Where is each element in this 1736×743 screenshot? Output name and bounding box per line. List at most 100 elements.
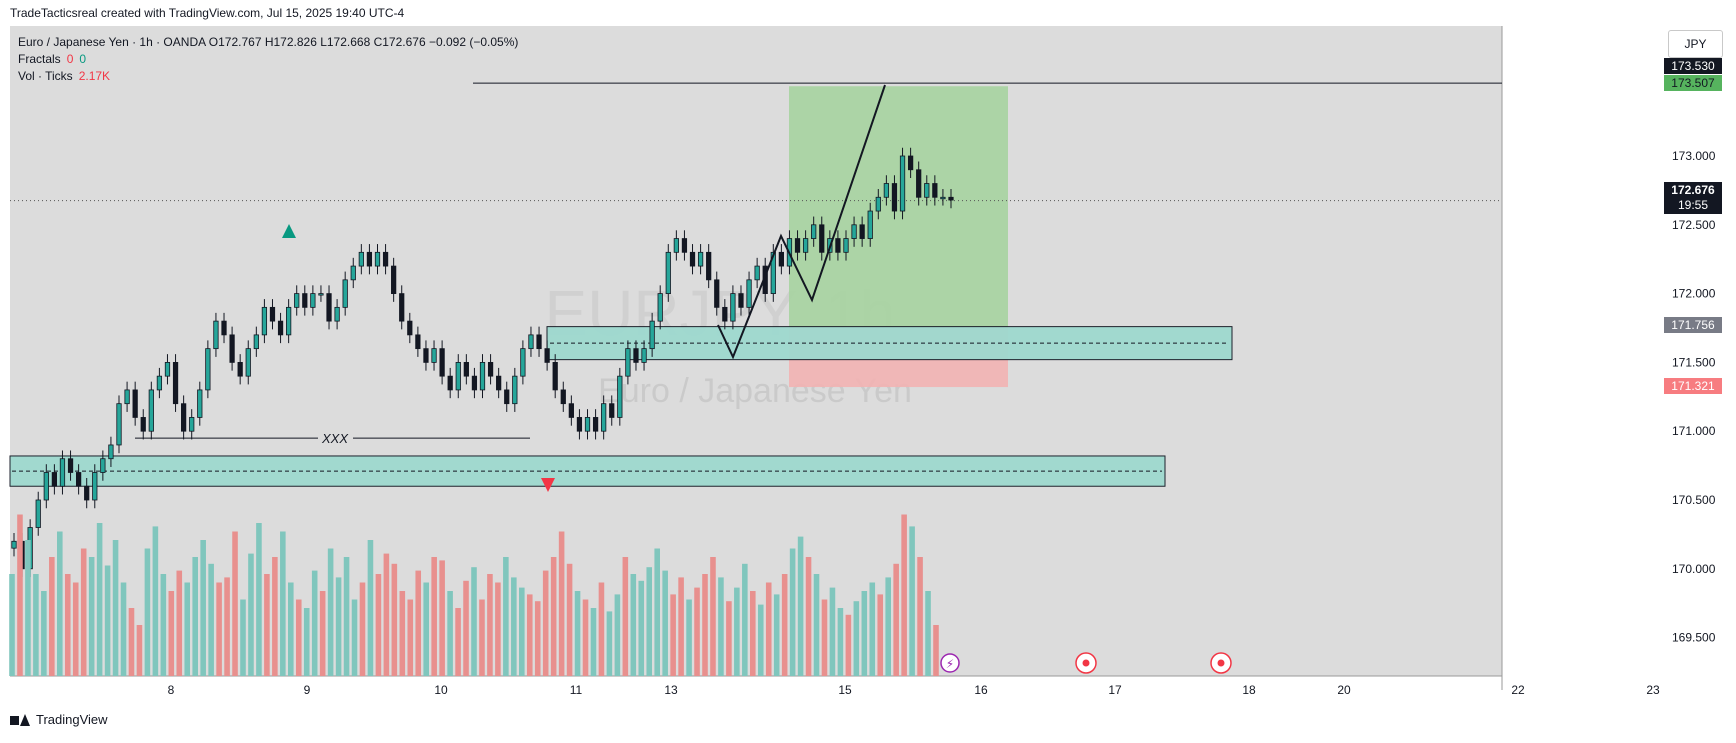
volume-bar[interactable] [582, 599, 589, 677]
price-label-entry[interactable] [1664, 317, 1722, 333]
candle-body[interactable] [294, 293, 300, 308]
volume-bar[interactable] [272, 557, 278, 676]
volume-bar[interactable] [200, 540, 206, 676]
volume-bar[interactable] [503, 557, 509, 676]
legend-symbol-line[interactable]: Euro / Japanese Yen · 1h · OANDA O172.76… [18, 35, 519, 49]
volume-bar[interactable] [335, 577, 342, 676]
volume-bar[interactable] [805, 557, 812, 676]
candle-body[interactable] [326, 293, 332, 322]
candle-body[interactable] [350, 265, 356, 281]
candle-body[interactable] [124, 389, 130, 405]
candle-body[interactable] [253, 334, 259, 350]
candle-body[interactable] [213, 320, 219, 350]
candle-body[interactable] [681, 238, 688, 253]
candle-body[interactable] [601, 403, 607, 432]
volume-bar[interactable] [901, 514, 907, 677]
volume-bar[interactable] [407, 599, 414, 677]
candle-body[interactable] [697, 251, 704, 267]
candle-body[interactable] [625, 348, 631, 377]
volume-bar[interactable] [526, 594, 533, 676]
candle-body[interactable] [415, 334, 421, 350]
volume-bar[interactable] [789, 548, 796, 677]
volume-bar[interactable] [232, 531, 238, 677]
volume-bar[interactable] [216, 582, 222, 677]
candle-body[interactable] [302, 293, 308, 308]
candle-body[interactable] [891, 183, 898, 212]
price-label-last[interactable] [1664, 182, 1722, 214]
candle-body[interactable] [835, 238, 841, 253]
candle-body[interactable] [592, 417, 599, 432]
volume-bar[interactable] [248, 553, 254, 676]
volume-bar[interactable] [423, 582, 429, 677]
price-label-level[interactable] [1664, 58, 1722, 74]
volume-bar[interactable] [909, 526, 915, 676]
candle-body[interactable] [754, 265, 760, 281]
candle-body[interactable] [811, 224, 817, 239]
fractal-down-marker[interactable] [541, 478, 555, 492]
candle-body[interactable] [132, 389, 138, 418]
candle-body[interactable] [116, 403, 122, 446]
volume-bar[interactable] [112, 540, 119, 676]
candle-body[interactable] [391, 265, 397, 294]
volume-bar[interactable] [463, 580, 469, 676]
volume-bar[interactable] [176, 570, 183, 676]
volume-bar[interactable] [574, 591, 581, 676]
candle-body[interactable] [471, 375, 478, 391]
candle-body[interactable] [859, 224, 865, 239]
candle-body[interactable] [738, 293, 744, 308]
candle-body[interactable] [924, 183, 930, 198]
candle-body[interactable] [366, 251, 373, 267]
volume-bar[interactable] [710, 557, 716, 676]
volume-bar[interactable] [837, 608, 844, 676]
candle-body[interactable] [641, 348, 647, 363]
candle-body[interactable] [843, 238, 849, 253]
volume-bar[interactable] [718, 577, 724, 676]
legend-fractals[interactable]: Fractals 0 0 [18, 51, 518, 68]
candle-body[interactable] [407, 320, 413, 336]
volume-bar[interactable] [208, 563, 214, 676]
candle-body[interactable] [334, 306, 340, 322]
candle-body[interactable] [43, 472, 49, 501]
candle-body[interactable] [447, 375, 453, 391]
volume-bar[interactable] [471, 567, 477, 676]
volume-bar[interactable] [765, 582, 772, 677]
candle-body[interactable] [487, 361, 494, 377]
candle-body[interactable] [84, 485, 90, 501]
candle-body[interactable] [108, 444, 114, 460]
volume-bar[interactable] [264, 574, 270, 676]
candle-body[interactable] [948, 196, 954, 201]
volume-bar[interactable] [670, 594, 676, 676]
volume-bar[interactable] [781, 574, 788, 676]
volume-bar[interactable] [33, 574, 39, 676]
candle-body[interactable] [940, 196, 946, 200]
candle-body[interactable] [229, 334, 235, 363]
volume-bar[interactable] [152, 526, 159, 676]
candle-body[interactable] [261, 306, 268, 336]
candle-body[interactable] [496, 375, 502, 391]
volume-bar[interactable] [511, 577, 517, 676]
candle-body[interactable] [746, 279, 752, 308]
candle-body[interactable] [237, 361, 243, 377]
volume-bar[interactable] [821, 599, 828, 677]
candle-body[interactable] [867, 210, 873, 239]
candle-body[interactable] [205, 348, 211, 391]
candle-body[interactable] [617, 375, 623, 418]
candle-body[interactable] [35, 499, 41, 528]
volume-bar[interactable] [96, 523, 103, 676]
volume-bar[interactable] [439, 560, 445, 676]
candle-body[interactable] [633, 348, 639, 363]
price-label-target[interactable] [1664, 75, 1722, 91]
candle-body[interactable] [92, 472, 98, 501]
candle-body[interactable] [560, 389, 566, 405]
volume-bar[interactable] [678, 577, 684, 676]
volume-bar[interactable] [455, 608, 461, 676]
candle-body[interactable] [148, 389, 154, 432]
volume-bar[interactable] [861, 591, 868, 676]
volume-bar[interactable] [646, 567, 653, 676]
volume-bar[interactable] [654, 548, 660, 677]
candle-body[interactable] [59, 458, 66, 487]
volume-bar[interactable] [295, 599, 302, 677]
candle-body[interactable] [197, 389, 203, 418]
volume-bar[interactable] [280, 531, 286, 677]
volume-bar[interactable] [606, 611, 613, 676]
